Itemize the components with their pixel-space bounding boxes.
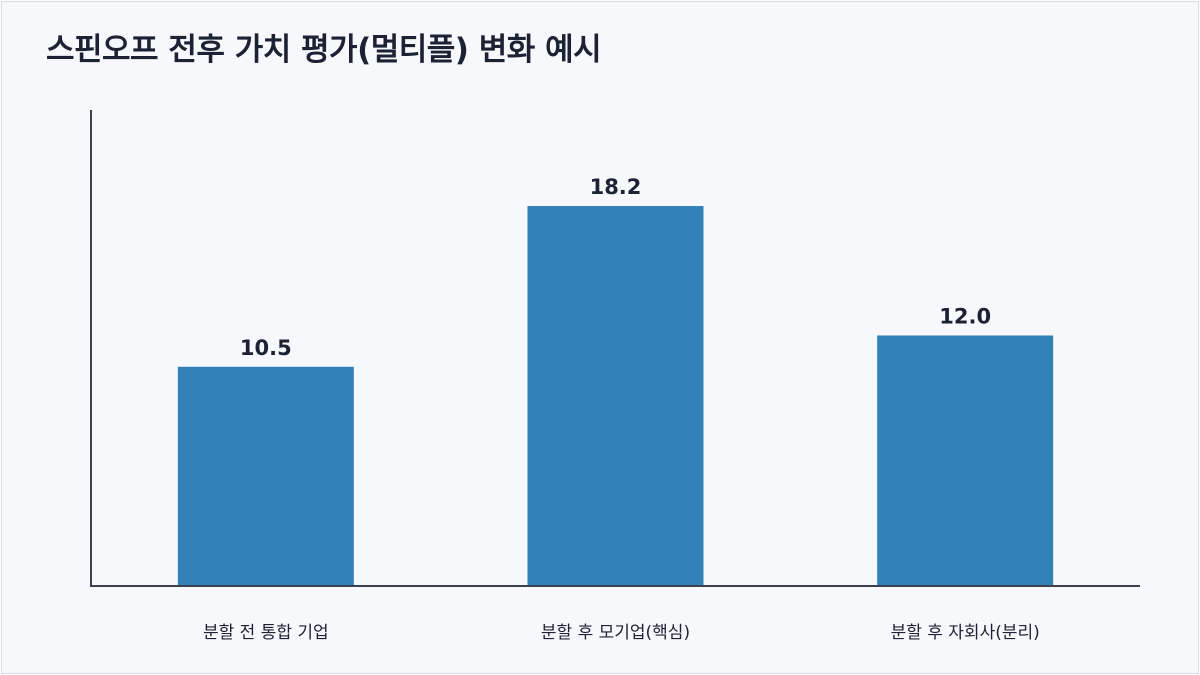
chart-title: 스핀오프 전후 가치 평가(멀티플) 변화 예시 xyxy=(46,32,602,68)
value-label-1: 10.5 xyxy=(240,336,292,360)
value-label-3: 12.0 xyxy=(939,304,991,328)
category-label-1: 분할 전 통합 기업 xyxy=(203,623,329,643)
bar-2 xyxy=(527,206,704,586)
bar-1 xyxy=(177,366,354,586)
category-label-3: 분할 후 자회사(분리) xyxy=(891,623,1040,643)
bar-3 xyxy=(877,335,1054,586)
bars-layer: 10.5 분할 전 통합 기업 18.2 분할 후 모기업(핵심) 12.0 분할 후 자… xyxy=(177,175,1054,643)
value-label-2: 18.2 xyxy=(590,175,642,199)
category-label-2: 분할 후 모기업(핵심) xyxy=(541,623,690,643)
